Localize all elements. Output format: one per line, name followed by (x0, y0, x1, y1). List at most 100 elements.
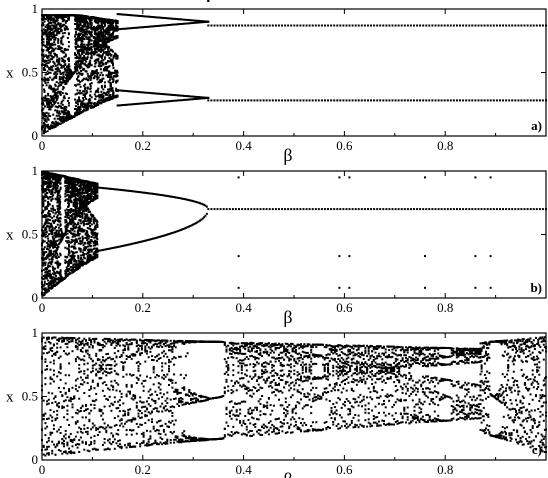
data-point (47, 19, 50, 22)
data-point (96, 35, 99, 38)
data-point (75, 33, 78, 36)
data-point (70, 178, 73, 181)
data-point (64, 112, 67, 115)
data-point (535, 24, 538, 27)
data-point (105, 27, 108, 30)
data-point (51, 258, 54, 261)
data-point (44, 105, 46, 108)
data-point (413, 99, 415, 102)
data-point (43, 246, 46, 249)
data-point (56, 197, 59, 200)
data-point (124, 89, 127, 92)
data-point (81, 241, 84, 244)
data-point (78, 247, 81, 250)
data-point (193, 21, 196, 24)
data-point (81, 48, 84, 51)
data-point (102, 19, 105, 22)
data-point (44, 69, 46, 72)
data-point (51, 227, 54, 229)
data-point (54, 43, 57, 46)
data-point (54, 64, 57, 67)
data-point (382, 99, 385, 102)
data-point (55, 77, 58, 79)
data-point (44, 287, 47, 290)
data-point (333, 99, 336, 102)
data-point (137, 26, 140, 29)
data-point (75, 102, 78, 104)
data-point (184, 18, 187, 21)
data-point (82, 97, 85, 99)
data-point (116, 36, 119, 39)
data-point (71, 256, 74, 259)
data-point (45, 114, 48, 117)
data-point (105, 43, 108, 46)
data-point (103, 84, 106, 87)
data-point (96, 54, 99, 57)
data-point (54, 100, 57, 103)
data-point (94, 98, 97, 100)
data-point (59, 112, 62, 115)
data-point (51, 225, 54, 228)
data-point (111, 58, 114, 61)
data-point (95, 70, 98, 73)
data-point (181, 22, 184, 25)
data-point (103, 24, 106, 27)
data-point (54, 240, 57, 243)
data-point (90, 54, 93, 57)
data-point (51, 279, 54, 282)
data-point (103, 39, 106, 42)
data-point (77, 198, 80, 201)
data-point (74, 247, 77, 250)
data-point (57, 27, 60, 30)
data-point (101, 27, 104, 30)
data-point (67, 253, 70, 256)
data-point (45, 18, 48, 21)
data-point (77, 188, 80, 191)
data-point (169, 100, 172, 103)
data-point (210, 24, 213, 27)
data-point (48, 26, 51, 29)
data-point (64, 67, 67, 70)
data-point (82, 58, 85, 61)
data-point (76, 108, 79, 111)
data-point (47, 33, 50, 36)
data-point (114, 69, 117, 72)
data-point (222, 99, 225, 102)
data-point (186, 98, 189, 101)
data-point (140, 15, 143, 18)
data-point (65, 271, 68, 274)
data-point (48, 222, 50, 225)
data-point (121, 13, 124, 16)
data-point (42, 102, 44, 104)
data-point (50, 102, 53, 105)
data-point (46, 27, 49, 30)
data-point (44, 127, 46, 130)
data-point (241, 99, 244, 102)
data-point (45, 97, 48, 100)
data-point (63, 51, 66, 54)
data-point (43, 99, 45, 102)
data-point (112, 71, 114, 74)
data-point (81, 61, 84, 64)
data-point (89, 63, 92, 66)
data-point (428, 99, 431, 102)
data-point (80, 195, 83, 198)
data-point (142, 102, 145, 105)
data-point (58, 264, 61, 267)
data-point (189, 19, 192, 22)
data-point (79, 248, 82, 250)
data-point (55, 54, 58, 56)
data-point (66, 99, 69, 102)
data-point (102, 26, 105, 29)
data-point (67, 97, 70, 100)
x-tick-label: 0.4 (235, 138, 252, 153)
data-point (51, 244, 54, 247)
data-point (119, 104, 122, 107)
data-point (45, 54, 48, 57)
data-point (158, 101, 161, 103)
data-point (47, 112, 50, 115)
data-point (116, 89, 119, 92)
data-point (85, 30, 88, 33)
data-point (403, 24, 406, 27)
data-point (110, 36, 113, 39)
